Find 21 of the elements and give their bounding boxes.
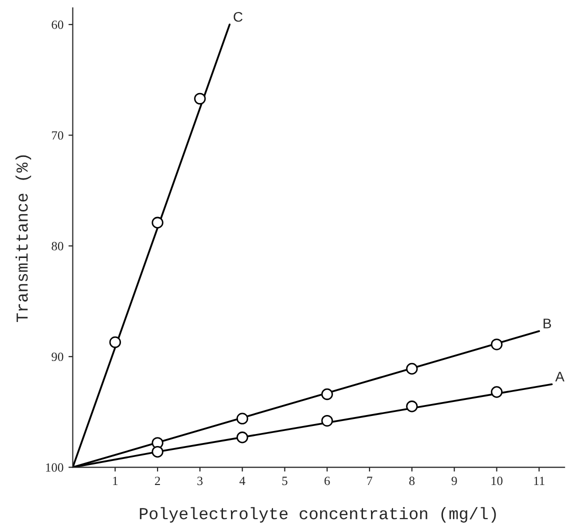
y-axis-title: Transmittance (%) — [16, 155, 32, 322]
y-tick-label: 90 — [52, 352, 64, 362]
x-tick-label: 6 — [324, 476, 330, 486]
series-label: B — [544, 318, 552, 328]
y-tick-label: 60 — [52, 20, 64, 29]
series-label: C — [234, 12, 243, 22]
x-axis-title: Polyelectrolyte concentration (mg/l) — [140, 507, 496, 523]
x-tick-label: 1 — [113, 476, 118, 485]
x-tick-label: 5 — [282, 476, 288, 486]
x-tick-label: 10 — [492, 476, 502, 486]
x-tick-label: 9 — [452, 476, 457, 486]
x-tick-label: 4 — [239, 476, 246, 485]
y-tick-label: 70 — [52, 131, 64, 140]
series-label: A — [555, 372, 564, 382]
x-tick-label: 7 — [367, 476, 372, 485]
y-tick-label: 80 — [52, 242, 64, 250]
x-tick-label: 8 — [409, 476, 415, 486]
x-tick-label: 2 — [154, 476, 160, 485]
x-tick-label: 11 — [534, 476, 544, 485]
y-tick-label: 100 — [46, 463, 64, 472]
x-tick-label: 3 — [197, 476, 203, 486]
